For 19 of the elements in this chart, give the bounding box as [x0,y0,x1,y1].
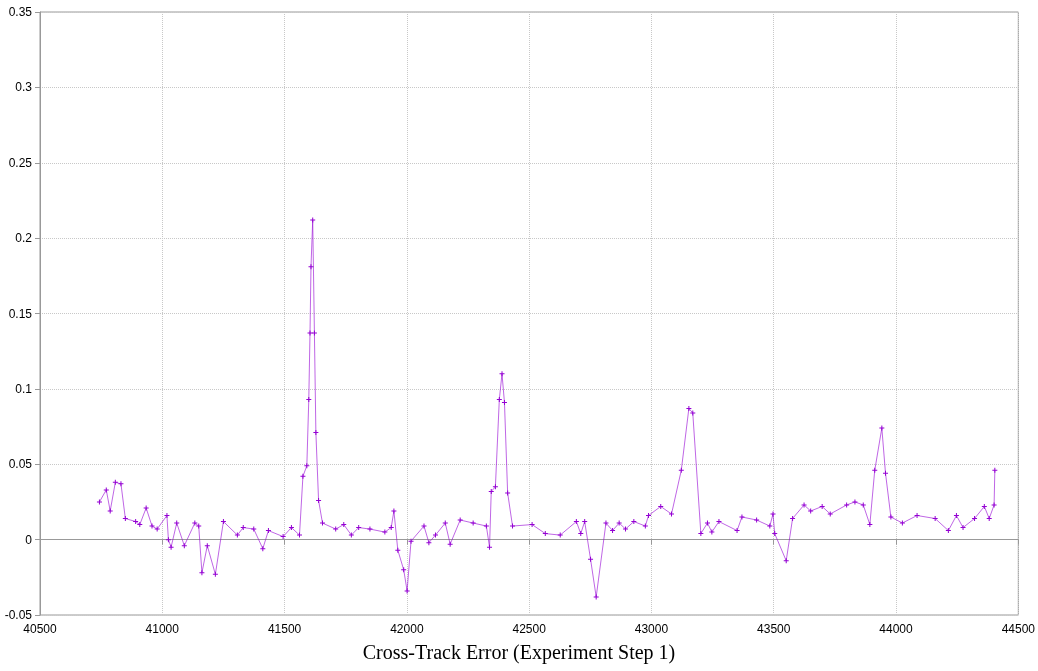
y-tick-label: 0.35 [8,5,33,19]
x-tick-label: 41000 [145,622,180,636]
y-tick-label: 0.25 [8,155,33,170]
x-tick-label: 40500 [23,622,58,636]
x-tick-label: 41500 [267,622,302,636]
x-tick-label: 43000 [634,622,669,636]
text: Cross-Track Error (Experiment Step 1) [362,641,676,664]
y-tick-label: 0.3 [15,80,33,95]
y-tick-label: 0.1 [15,381,33,396]
y-tick-label: 0.05 [8,457,33,472]
x-tick-label: 44500 [1001,622,1036,636]
x-tick-label: 42000 [390,622,424,636]
x-tick-label: 43500 [757,622,791,636]
y-tick-label: 0.15 [8,306,33,321]
x-tick-label: 42500 [512,622,547,636]
x-tick-label: 44000 [879,622,914,636]
y-tick-label: -0.05 [4,608,33,622]
y-tick-label: 0 [25,532,33,547]
y-tick-label: 0.2 [15,231,33,246]
